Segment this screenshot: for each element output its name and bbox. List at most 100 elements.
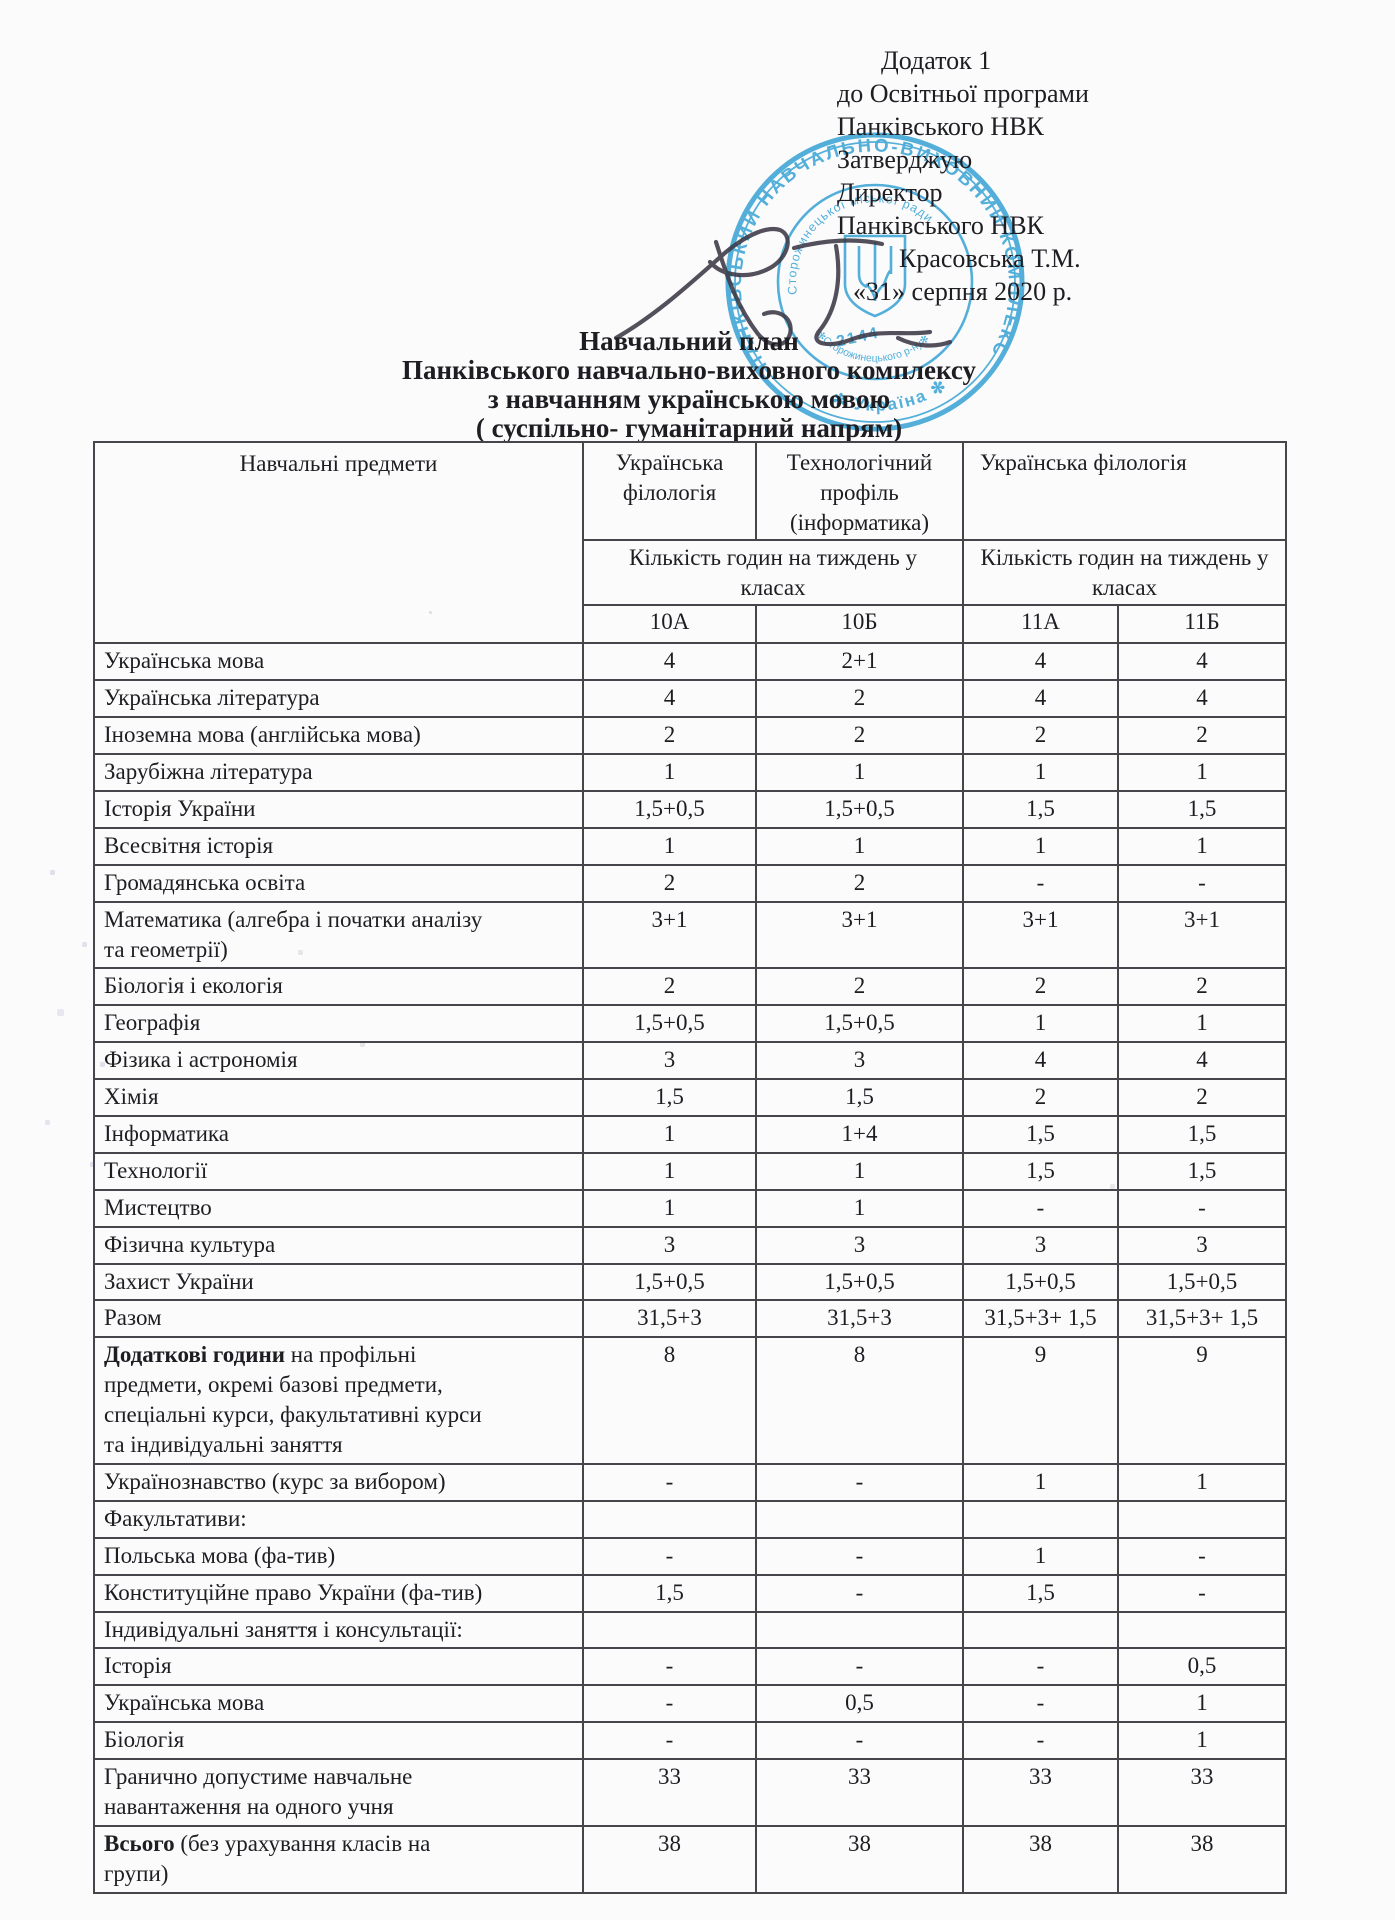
- table-row: Українознавство (курс за вибором) - -1 1: [93, 1462, 1287, 1502]
- value-cell: 1: [582, 1115, 757, 1154]
- subject-cell: Географія: [93, 1004, 584, 1044]
- table-row: Технології 1 1 1,5 1,5: [93, 1151, 1287, 1191]
- value-cell: 2: [755, 863, 964, 903]
- value-cell: 1,5: [962, 1573, 1119, 1613]
- value-cell: 9: [962, 1336, 1119, 1465]
- value-cell: 3+1: [1117, 900, 1287, 970]
- class-header-11b: 11Б: [1117, 604, 1287, 645]
- subject-cell: Українська мова: [93, 642, 584, 682]
- table-row: Зарубіжна література 1 1 1 1: [93, 753, 1287, 793]
- value-cell: 1: [582, 826, 757, 866]
- value-cell: 1: [1117, 1462, 1287, 1502]
- value-cell: -: [755, 1647, 964, 1687]
- subject-cell: Українська література: [93, 679, 584, 719]
- value-cell: 1+4: [755, 1115, 964, 1154]
- value-cell: -: [755, 1721, 964, 1761]
- table-row: Математика (алгебра і початки аналізу та…: [93, 900, 1287, 970]
- value-cell: 1,5: [582, 1573, 757, 1613]
- value-cell: 1: [755, 1188, 964, 1228]
- value-cell: [755, 1610, 964, 1650]
- value-cell: 1: [755, 1151, 964, 1191]
- table-row: Факультативи:: [93, 1499, 1287, 1539]
- value-cell: 1: [962, 1004, 1119, 1044]
- subject-cell: Інформатика: [93, 1115, 584, 1154]
- value-cell: 4: [962, 642, 1119, 682]
- approval-line-date: «31» серпня 2020 р.: [853, 277, 1073, 306]
- value-cell: [582, 1610, 757, 1650]
- value-cell: 33: [755, 1758, 964, 1827]
- value-cell: 31,5+3+ 1,5: [962, 1299, 1119, 1339]
- table-row: Гранично допустиме навчальне навантаженн…: [93, 1758, 1287, 1827]
- value-cell: [582, 1499, 757, 1539]
- subject-cell: Всесвітня історія: [93, 826, 584, 866]
- value-cell: 4: [1117, 679, 1287, 719]
- value-cell: 2: [962, 967, 1119, 1007]
- value-cell: 1: [962, 1536, 1119, 1576]
- table-row: Громадянська освіта 2 2- -: [93, 863, 1287, 903]
- value-cell: 0,5: [1117, 1647, 1287, 1687]
- value-cell: 3+1: [582, 900, 757, 970]
- subject-cell: Математика (алгебра і початки аналізу та…: [93, 900, 584, 970]
- table-row: Захист України 1,5+0,5 1,5+0,5 1,5+0,5 1,5+0…: [93, 1262, 1287, 1302]
- subject-cell: Громадянська освіта: [93, 863, 584, 903]
- trident-emblem-icon: [843, 234, 907, 318]
- value-cell: -: [582, 1462, 757, 1502]
- title-line: Панківського навчально-виховного комплек…: [401, 355, 977, 385]
- approval-line: Панківського НВК: [837, 211, 1044, 240]
- value-cell: [962, 1499, 1119, 1539]
- value-cell: -: [962, 863, 1119, 903]
- value-cell: 1,5: [962, 1115, 1119, 1154]
- value-cell: 31,5+3+ 1,5: [1117, 1299, 1287, 1339]
- table-row: Історія - - -0,5: [93, 1647, 1287, 1687]
- value-cell: 4: [1117, 1041, 1287, 1081]
- value-cell: 3: [755, 1225, 964, 1265]
- profile-header-10b: Технологічний профіль (інформатика): [755, 441, 964, 541]
- value-cell: 4: [962, 1041, 1119, 1081]
- table-row: Індивідуальні заняття і консультації:: [93, 1610, 1287, 1650]
- value-cell: 2: [1117, 1078, 1287, 1118]
- table-row: Українська мова 4 2+1 4 4: [93, 642, 1287, 682]
- value-cell: 8: [755, 1336, 964, 1465]
- hours-caption-right: Кількість годин на тиждень у класах: [962, 538, 1287, 607]
- value-cell: 2: [582, 863, 757, 903]
- value-cell: 1: [582, 753, 757, 793]
- value-cell: 1,5: [755, 1078, 964, 1118]
- value-cell: 4: [962, 679, 1119, 719]
- value-cell: -: [582, 1684, 757, 1724]
- value-cell: 1,5+0,5: [582, 1004, 757, 1044]
- value-cell: 1,5+0,5: [755, 1004, 964, 1044]
- table-row: Історія України 1,5+0,5 1,5+0,5 1,5 1,5: [93, 790, 1287, 829]
- value-cell: 2: [962, 716, 1119, 756]
- value-cell: 38: [582, 1824, 757, 1894]
- subject-cell: Мистецтво: [93, 1188, 584, 1228]
- value-cell: 1,5: [1117, 1115, 1287, 1154]
- value-cell: 31,5+3: [755, 1299, 964, 1339]
- title-line: з навчанням українською мовою: [487, 384, 891, 414]
- table-row: Біологія і екологія 2 2 2 2: [93, 967, 1287, 1007]
- value-cell: -: [755, 1536, 964, 1576]
- subject-cell: Хімія: [93, 1078, 584, 1118]
- value-cell: 38: [755, 1824, 964, 1894]
- value-cell: 1: [962, 826, 1119, 866]
- value-cell: 9: [1117, 1336, 1287, 1465]
- value-cell: 1: [1117, 753, 1287, 793]
- subject-cell: Конституційне право України (фа-тив): [93, 1573, 584, 1613]
- value-cell: -: [962, 1647, 1119, 1687]
- subject-cell: Історія України: [93, 790, 584, 829]
- value-cell: -: [582, 1536, 757, 1576]
- value-cell: 1: [755, 826, 964, 866]
- subject-cell: Українознавство (курс за вибором): [93, 1462, 584, 1502]
- subject-cell: Фізика і астрономія: [93, 1041, 584, 1081]
- table-row: Біологія - - -1: [93, 1721, 1287, 1761]
- value-cell: 1: [1117, 826, 1287, 866]
- value-cell: 1,5: [582, 1078, 757, 1118]
- table-row: Фізична культура 3 3 3 3: [93, 1225, 1287, 1265]
- value-cell: 1,5+0,5: [582, 790, 757, 829]
- value-cell: 1: [755, 753, 964, 793]
- value-cell: 1: [582, 1151, 757, 1191]
- table-row: Іноземна мова (англійська мова) 2 2 2 2: [93, 716, 1287, 756]
- subject-cell: Польська мова (фа-тив): [93, 1536, 584, 1576]
- approval-line: Панківського НВК: [837, 112, 1044, 141]
- class-header-11a: 11А: [962, 604, 1119, 645]
- title-line: Навчальний план: [579, 326, 799, 356]
